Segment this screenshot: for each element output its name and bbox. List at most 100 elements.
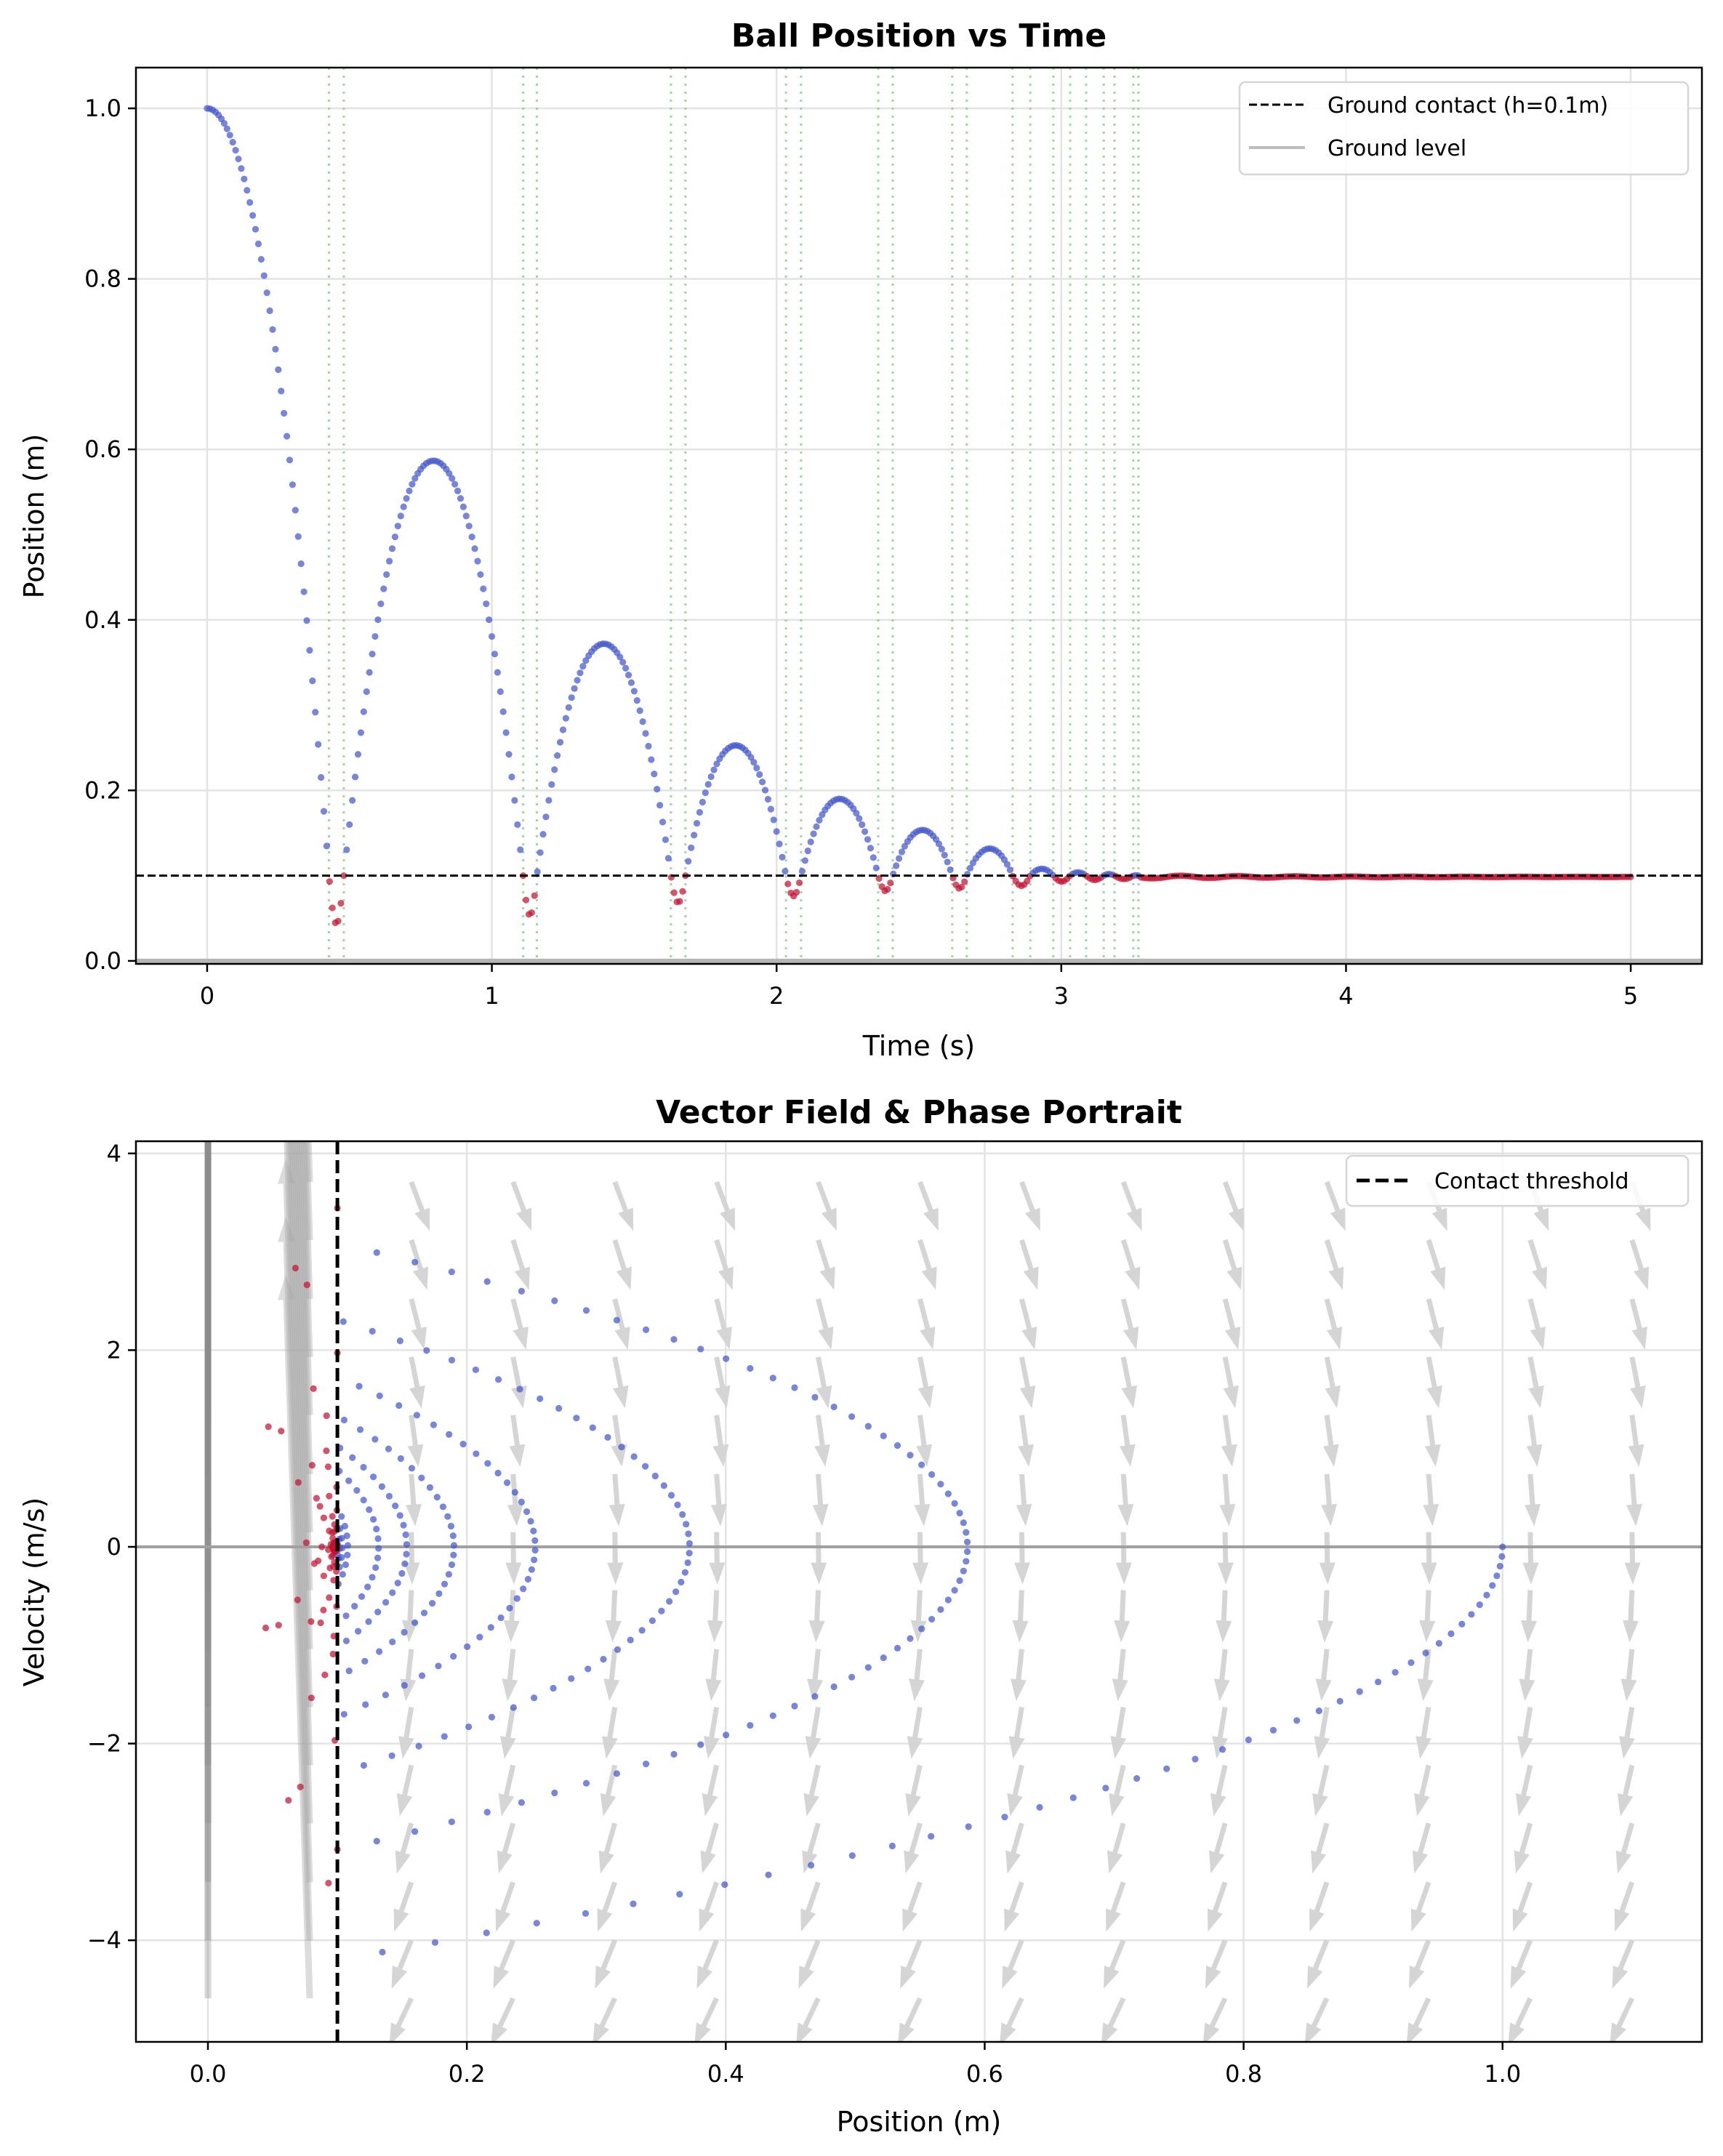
flight-data-point bbox=[401, 1560, 409, 1567]
flight-data-point bbox=[779, 853, 786, 861]
flight-data-point bbox=[363, 688, 370, 696]
vector-arrow bbox=[1617, 1764, 1635, 1817]
flight-data-point bbox=[554, 752, 561, 759]
vector-arrow bbox=[1610, 1997, 1634, 2042]
flight-data-point bbox=[662, 836, 670, 843]
flight-data-point bbox=[759, 779, 766, 786]
flight-data-point bbox=[810, 830, 817, 837]
flight-data-point bbox=[618, 1444, 625, 1451]
vector-arrow bbox=[1317, 1590, 1334, 1643]
flight-data-point bbox=[494, 1376, 502, 1383]
flight-data-point bbox=[488, 1713, 496, 1721]
vector-arrow bbox=[1008, 1707, 1025, 1759]
vector-arrow bbox=[1629, 1356, 1646, 1409]
flight-data-point bbox=[418, 1474, 425, 1481]
flight-data-point bbox=[869, 854, 877, 861]
vector-arrow bbox=[605, 1590, 622, 1643]
contact-data-point bbox=[313, 1495, 320, 1502]
axes-frame bbox=[134, 66, 1703, 965]
flight-data-point bbox=[683, 1521, 690, 1528]
vector-arrow bbox=[1217, 1532, 1234, 1585]
flight-data-point bbox=[645, 742, 652, 750]
y-axis-label: Velocity (m/s) bbox=[18, 1497, 50, 1686]
flight-data-point bbox=[447, 1522, 455, 1530]
flight-data-point bbox=[937, 1606, 944, 1613]
flight-data-point bbox=[551, 1789, 558, 1797]
flight-data-point bbox=[457, 495, 465, 502]
flight-data-point bbox=[1192, 1755, 1199, 1763]
flight-data-point bbox=[449, 1532, 457, 1540]
flight-data-point bbox=[753, 764, 760, 772]
vector-arrow bbox=[285, 1141, 313, 1766]
flight-data-point bbox=[497, 1614, 505, 1622]
contact-data-point bbox=[326, 1492, 333, 1500]
flight-data-point bbox=[449, 475, 456, 482]
flight-data-point bbox=[358, 1593, 366, 1600]
flight-data-point bbox=[1476, 1601, 1483, 1609]
flight-data-point bbox=[360, 708, 367, 715]
vector-arrow bbox=[287, 1141, 313, 1707]
flight-data-point bbox=[257, 256, 265, 263]
vector-arrow bbox=[1000, 1997, 1024, 2042]
vector-arrow bbox=[1209, 1822, 1228, 1874]
vector-arrow bbox=[409, 1180, 430, 1231]
vector-arrow bbox=[917, 1356, 934, 1409]
flight-data-point bbox=[283, 433, 291, 440]
vector-arrow bbox=[814, 1415, 830, 1467]
flight-data-point bbox=[448, 1356, 456, 1364]
vector-arrow bbox=[612, 1239, 632, 1290]
contact-data-point bbox=[958, 883, 965, 890]
flight-data-point bbox=[1356, 1688, 1363, 1695]
flight-data-point bbox=[408, 1465, 416, 1472]
flight-data-point bbox=[951, 1587, 958, 1594]
vector-arrow bbox=[1104, 1939, 1126, 1989]
flight-data-point bbox=[517, 846, 524, 853]
flight-data-point bbox=[369, 651, 376, 658]
vector-arrow bbox=[510, 1180, 532, 1231]
vector-arrow bbox=[495, 1881, 515, 1932]
flight-data-point bbox=[448, 1268, 455, 1276]
flight-data-point bbox=[928, 1471, 936, 1479]
flight-data-point bbox=[670, 1750, 678, 1758]
vector-arrow bbox=[1219, 1473, 1236, 1527]
flight-data-point bbox=[816, 816, 823, 824]
vector-arrow bbox=[1410, 1881, 1431, 1932]
flight-data-point bbox=[769, 1712, 776, 1719]
flight-data-point bbox=[238, 165, 245, 172]
flight-data-point bbox=[571, 685, 578, 692]
flight-data-point bbox=[388, 1752, 395, 1759]
flight-data-point bbox=[450, 1542, 458, 1549]
flight-data-point bbox=[848, 1673, 856, 1681]
vector-arrow bbox=[1213, 1649, 1230, 1702]
flight-data-point bbox=[317, 773, 325, 781]
flight-data-point bbox=[371, 1436, 379, 1443]
vector-arrow bbox=[278, 1217, 313, 1941]
legend: Contact threshold bbox=[1345, 1154, 1690, 1207]
vector-arrow bbox=[816, 1356, 832, 1409]
flight-data-point bbox=[497, 688, 504, 696]
x-tick-label: 2 bbox=[769, 982, 784, 1010]
flight-data-point bbox=[523, 1508, 531, 1516]
flight-data-point bbox=[589, 1424, 596, 1431]
flight-data-point bbox=[630, 688, 638, 695]
flight-data-point bbox=[338, 1513, 345, 1520]
flight-data-point bbox=[1498, 1553, 1506, 1560]
flight-data-point bbox=[343, 846, 350, 853]
flight-data-point bbox=[252, 225, 260, 233]
flight-data-point bbox=[656, 802, 664, 809]
vector-arrow bbox=[510, 1298, 529, 1350]
flight-data-point bbox=[403, 1541, 411, 1548]
flight-data-point bbox=[773, 828, 780, 835]
vector-arrow bbox=[1110, 1707, 1127, 1759]
flight-data-point bbox=[459, 1441, 467, 1448]
x-tick-label: 0.6 bbox=[966, 2060, 1003, 2088]
flight-data-point bbox=[379, 1948, 386, 1956]
flight-data-point bbox=[376, 1648, 383, 1655]
flight-data-point bbox=[791, 1702, 798, 1710]
contact-data-point bbox=[303, 1281, 310, 1289]
vector-arrow bbox=[593, 1997, 617, 2042]
flight-data-point bbox=[402, 1531, 409, 1539]
vector-arrow bbox=[1415, 1707, 1431, 1759]
vector-arrow bbox=[1002, 1939, 1024, 1989]
flight-data-point bbox=[435, 1590, 443, 1597]
